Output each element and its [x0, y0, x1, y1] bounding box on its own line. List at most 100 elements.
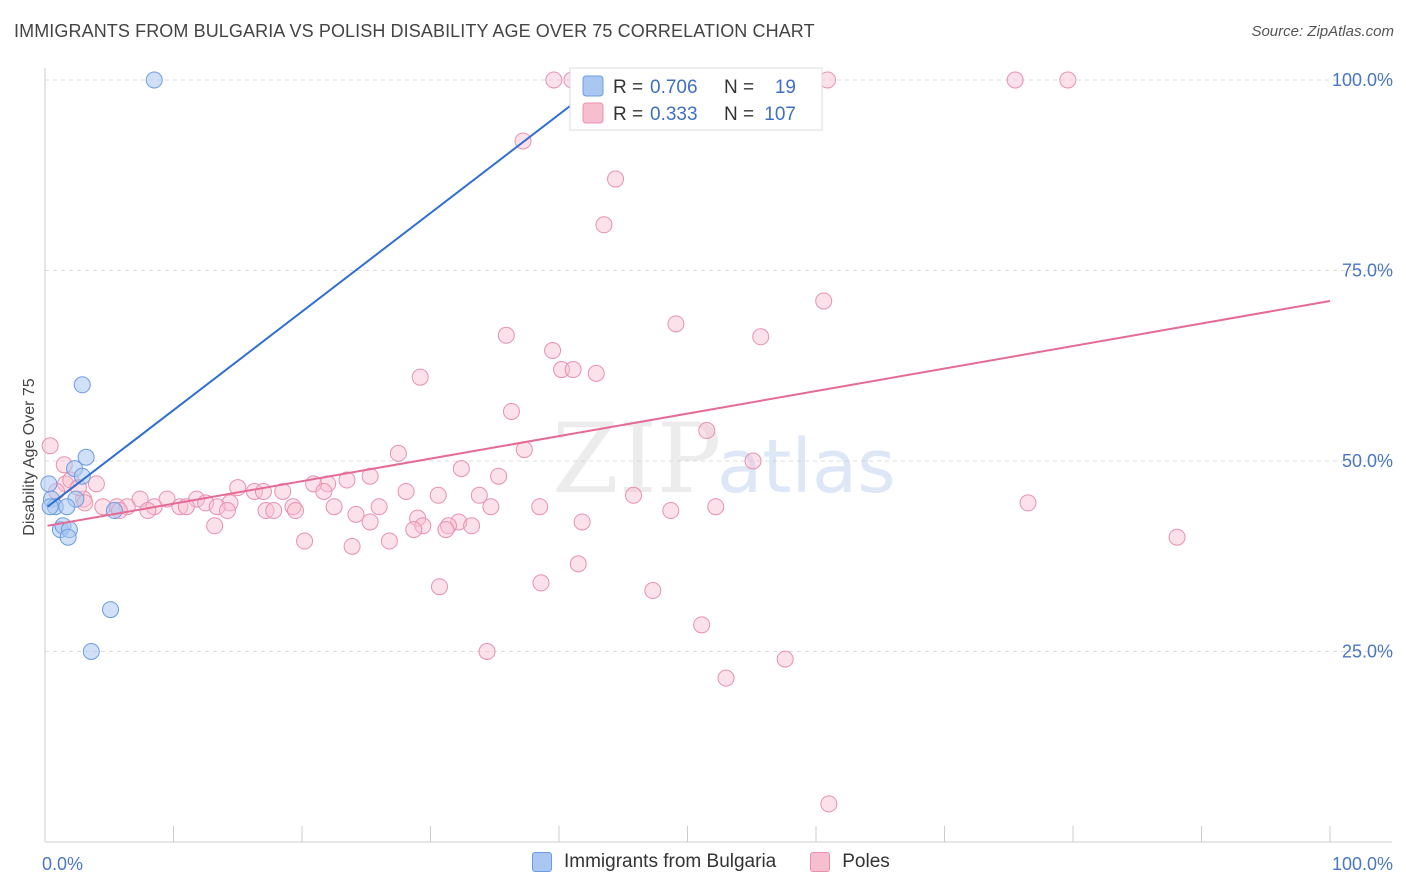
- chart-source: Source: ZipAtlas.com: [1251, 23, 1394, 40]
- poles-point: [1168, 528, 1186, 546]
- poles-point: [463, 517, 481, 535]
- poles-point: [287, 502, 305, 520]
- legend-n-value: 19: [775, 77, 796, 98]
- poles-point: [644, 582, 662, 600]
- poles-point: [531, 498, 549, 516]
- poles-point: [450, 513, 468, 531]
- poles-point: [380, 532, 398, 550]
- poles-point: [497, 326, 515, 344]
- poles-point: [87, 475, 105, 493]
- poles-point: [208, 498, 226, 516]
- legend-swatch: [582, 102, 604, 124]
- series-poles: [41, 71, 1186, 813]
- legend-n-value: 107: [764, 104, 796, 125]
- bottom-legend: Immigrants from Bulgaria Poles: [532, 851, 924, 873]
- poles-point: [397, 482, 415, 500]
- legend-box: [569, 67, 823, 131]
- series-bulgaria: [40, 71, 163, 660]
- bulgaria-point: [58, 498, 76, 516]
- legend-r-label: R =: [613, 77, 643, 98]
- trend-line-bulgaria: [46, 79, 605, 508]
- poles-point: [470, 486, 488, 504]
- poles-point: [1059, 71, 1077, 89]
- poles-point: [361, 513, 379, 531]
- bulgaria-point: [102, 601, 120, 619]
- chart-title: IMMIGRANTS FROM BULGARIA VS POLISH DISAB…: [14, 21, 815, 41]
- watermark: ZIP atlas: [552, 403, 896, 515]
- poles-point: [776, 650, 794, 668]
- poles-point: [206, 517, 224, 535]
- legend-item-bulgaria: Immigrants from Bulgaria: [532, 851, 776, 873]
- y-tick-label: 100.0%: [1332, 70, 1393, 90]
- poles-point: [490, 467, 508, 485]
- bulgaria-point: [145, 71, 163, 89]
- poles-point: [347, 505, 365, 523]
- poles-point: [752, 328, 770, 346]
- poles-point: [820, 795, 838, 813]
- legend-swatch: [582, 75, 604, 97]
- legend-label-bulgaria: Immigrants from Bulgaria: [564, 851, 777, 872]
- legend-label-poles: Poles: [842, 851, 890, 872]
- poles-point: [544, 342, 562, 360]
- y-tick-label: 75.0%: [1342, 261, 1393, 281]
- poles-point: [587, 364, 605, 382]
- poles-point: [662, 502, 680, 520]
- x-tick-label: 0.0%: [42, 854, 83, 874]
- poles-point: [343, 537, 361, 555]
- tick-labels: 25.0% 50.0% 75.0% 100.0% 0.0% 100.0%: [42, 70, 1393, 874]
- poles-point: [411, 368, 429, 386]
- legend-swatch-bulgaria: [532, 852, 552, 872]
- poles-point: [389, 444, 407, 462]
- top-legend: R = 0.706 N = 19 R = 0.333 N = 107: [569, 67, 823, 131]
- poles-point: [717, 669, 735, 687]
- poles-point: [625, 486, 643, 504]
- grid-lines: [45, 79, 1392, 652]
- legend-swatch-poles: [810, 852, 831, 872]
- x-tick-label: 100.0%: [1332, 854, 1393, 874]
- poles-point: [296, 532, 314, 550]
- poles-point: [41, 437, 59, 455]
- poles-point: [1019, 494, 1037, 512]
- legend-r-value: 0.706: [650, 77, 698, 98]
- poles-point: [139, 502, 157, 520]
- poles-point: [532, 574, 550, 592]
- poles-point: [693, 616, 711, 634]
- poles-point: [437, 521, 455, 539]
- bulgaria-point: [73, 376, 91, 394]
- poles-point: [218, 502, 236, 520]
- poles-point: [502, 402, 520, 420]
- poles-point: [254, 482, 272, 500]
- poles-point: [569, 555, 587, 573]
- poles-point: [607, 170, 625, 188]
- bulgaria-point: [82, 643, 100, 660]
- bulgaria-point: [73, 467, 91, 485]
- axes: [44, 68, 1392, 843]
- legend-n-label: N =: [724, 77, 754, 98]
- trend-lines: [46, 79, 1331, 527]
- poles-point: [545, 71, 563, 89]
- poles-point: [564, 361, 582, 379]
- poles-point: [482, 498, 500, 516]
- poles-point: [452, 460, 470, 478]
- poles-point: [370, 498, 388, 516]
- poles-point: [430, 578, 448, 596]
- poles-point: [698, 422, 716, 440]
- y-tick-label: 25.0%: [1342, 642, 1393, 662]
- poles-point: [405, 521, 423, 539]
- poles-point: [325, 498, 343, 516]
- poles-point: [274, 482, 292, 500]
- poles-point: [478, 643, 496, 660]
- poles-point: [429, 486, 447, 504]
- bulgaria-point: [40, 475, 58, 493]
- bulgaria-point: [59, 528, 77, 546]
- legend-r-label: R =: [613, 104, 643, 125]
- watermark-atlas: atlas: [717, 424, 896, 510]
- poles-point: [414, 517, 432, 535]
- y-tick-label: 50.0%: [1342, 451, 1393, 471]
- poles-point: [573, 513, 591, 531]
- y-axis-label: Disability Age Over 75: [21, 378, 38, 536]
- bulgaria-point: [105, 502, 123, 520]
- legend-r-value: 0.333: [650, 104, 698, 125]
- poles-point: [744, 452, 762, 470]
